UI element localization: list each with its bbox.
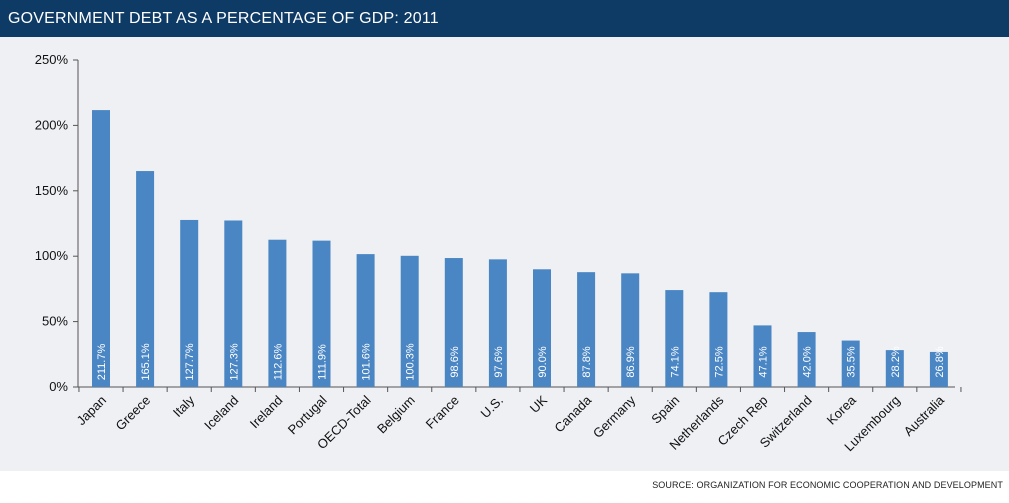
category-label: Canada [551,392,594,435]
bar [577,272,596,387]
bar [180,219,199,387]
chart-title: GOVERNMENT DEBT AS A PERCENTAGE OF GDP: … [0,0,1009,37]
bar [400,255,419,387]
data-label: 111.9% [317,344,329,380]
category-label: Iceland [201,393,241,433]
bar [665,290,684,387]
plot-area [0,37,1009,471]
data-label: 74.1% [669,346,681,377]
category-label: Belgium [374,393,418,437]
category-label: U.S. [478,393,506,421]
category-label: France [423,393,462,432]
bar-chart: 0% 50% 100% 150% 200% 250% 211.7% Japan 165.1% Gr… [35,52,962,454]
category-label: Greece [112,393,153,434]
y-tick-label: 250% [35,52,69,67]
bar [841,340,860,387]
bar [356,254,375,387]
category-label: Portugal [285,392,330,437]
data-label: 211.7% [96,344,108,381]
bar [797,332,816,387]
category-label: UK [527,392,551,416]
bar [444,258,463,387]
category-label: Ireland [247,393,286,432]
bar [312,240,331,387]
bar [621,273,640,387]
category-label: Korea [824,392,860,428]
data-label: 26.8% [934,346,946,377]
bar [136,171,155,387]
source-note: SOURCE: ORGANIZATION FOR ECONOMIC COOPER… [652,480,1003,490]
y-tick-label: 100% [35,248,69,263]
bar [709,292,728,387]
data-label: 100.3% [405,343,417,381]
data-label: 127.3% [228,343,240,381]
data-label: 87.8% [581,346,593,377]
data-label: 127.7% [184,343,196,381]
data-label: 28.2% [890,346,902,377]
data-label: 97.6% [493,346,505,377]
category-label: Spain [648,393,682,427]
y-tick-label: 0% [49,379,68,394]
bar [929,351,948,387]
data-label: 72.5% [713,346,725,377]
data-label: 112.6% [272,344,284,381]
data-label: 47.1% [758,346,770,377]
y-tick-label: 200% [35,117,69,132]
data-label: 90.0% [537,346,549,377]
bar [533,269,551,387]
bar [885,350,904,387]
y-tick-label: 50% [42,314,68,329]
y-tick-label: 150% [35,183,69,198]
category-label: Italy [170,392,198,420]
data-label: 101.6% [361,343,373,381]
bar [268,239,287,387]
data-label: 165.1% [140,343,152,381]
category-label: Australia [901,392,948,439]
data-label: 98.6% [449,346,461,377]
data-label: 86.9% [625,346,637,377]
bar [224,220,243,387]
category-label: Japan [73,393,109,429]
bar [753,325,772,387]
data-label: 35.5% [846,346,858,377]
bar [488,259,507,387]
category-label: Germany [590,392,639,441]
bar [92,110,110,387]
data-label: 42.0% [802,346,814,377]
